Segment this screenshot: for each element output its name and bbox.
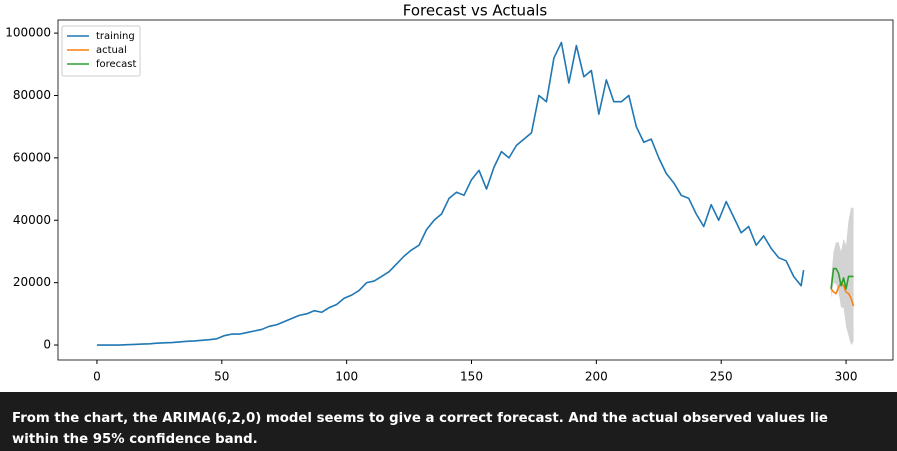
x-tick-label: 250 [710, 370, 733, 384]
chart: Forecast vs Actuals 0 50 100 150 200 250 300 0 2… [5, 2, 894, 384]
y-tick-label: 60000 [13, 150, 51, 164]
y-tick-label: 20000 [13, 275, 51, 289]
x-tick-label: 0 [93, 370, 101, 384]
y-tick-label: 100000 [5, 26, 51, 40]
legend-label: training [96, 31, 135, 42]
caption-text: From the chart, the ARIMA(6,2,0) model s… [12, 411, 828, 447]
line-series [830, 267, 854, 290]
legend: training actual forecast [61, 25, 141, 77]
y-tick-label: 80000 [13, 88, 51, 102]
y-tick-label: 0 [43, 338, 51, 352]
y-tick-label: 40000 [13, 213, 51, 227]
confidence-band [831, 207, 854, 346]
x-tick-label: 50 [214, 370, 229, 384]
caption-bar: From the chart, the ARIMA(6,2,0) model s… [0, 392, 897, 451]
x-tick-label: 150 [460, 370, 483, 384]
x-tick-label: 300 [835, 370, 858, 384]
plot-frame [57, 19, 894, 361]
legend-label: forecast [96, 59, 137, 70]
x-tick-label: 200 [585, 370, 608, 384]
x-tick-label: 100 [335, 370, 358, 384]
line-series [96, 41, 805, 346]
legend-label: actual [96, 45, 127, 56]
chart-title: Forecast vs Actuals [403, 2, 548, 20]
